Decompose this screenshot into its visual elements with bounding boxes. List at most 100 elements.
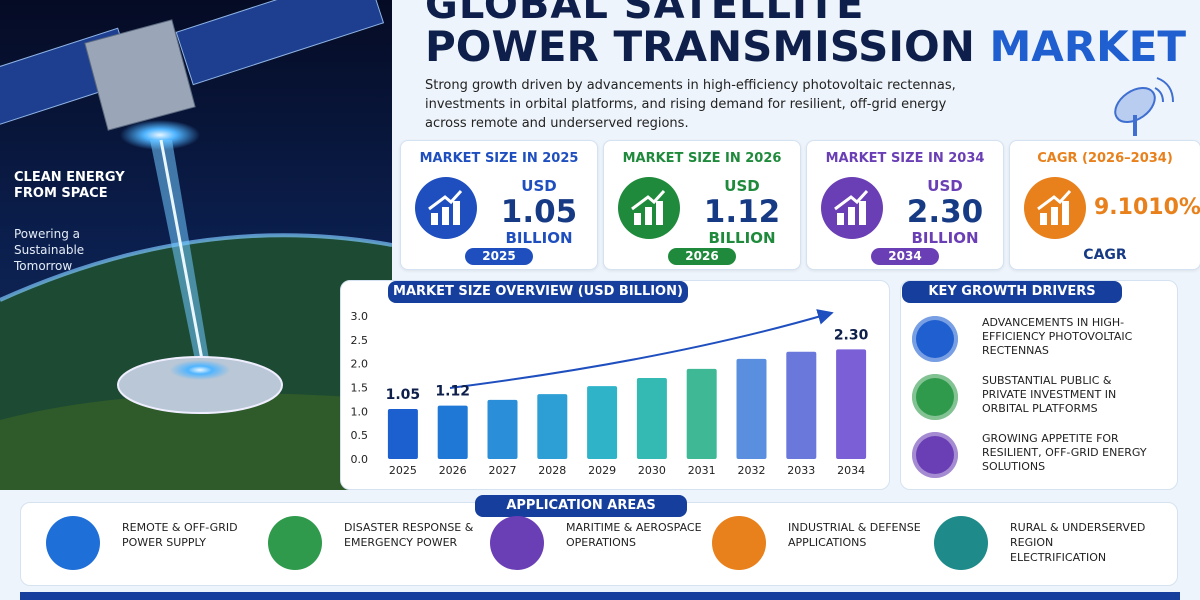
driver-text: SUBSTANTIAL PUBLIC & PRIVATE INVESTMENT … <box>982 374 1117 415</box>
x-tick-label: 2026 <box>439 464 467 477</box>
trend-arrow <box>449 309 834 389</box>
bar <box>537 394 568 459</box>
driver-item: SUBSTANTIAL PUBLIC & PRIVATE INVESTMENT … <box>912 370 1162 422</box>
card-number: USD 1.12 BILLION <box>688 177 796 247</box>
card-value: 2.30 <box>906 194 984 230</box>
card-number: USD 1.05 BILLION <box>485 177 593 247</box>
chart-title: MARKET SIZE OVERVIEW (USD BILLION) <box>388 281 688 303</box>
dish-icon <box>1114 77 1174 136</box>
y-tick-label: 1.0 <box>351 405 369 418</box>
card-unit: BILLION <box>708 229 776 247</box>
card-value: 9.1010% <box>1094 195 1200 220</box>
application-item: REMOTE & OFF-GRID POWER SUPPLY <box>46 512 261 582</box>
bar <box>387 408 418 459</box>
driver-icon <box>912 432 958 478</box>
card-unit: CAGR <box>1083 247 1127 263</box>
card-prefix: USD <box>521 177 557 195</box>
stat-card: CAGR (2026–2034) 9.1010% CAGR <box>1009 140 1200 270</box>
card-label: MARKET SIZE IN 2025 <box>419 151 579 166</box>
driver-text: ADVANCEMENTS IN HIGH-EFFICIENCY PHOTOVOL… <box>982 316 1133 357</box>
x-tick-label: 2029 <box>588 464 616 477</box>
y-tick-label: 1.5 <box>351 382 369 395</box>
card-value: 1.12 <box>703 194 781 230</box>
card-label: MARKET SIZE IN 2034 <box>825 151 985 166</box>
application-icon <box>268 516 322 570</box>
application-text: MARITIME & AEROSPACE OPERATIONS <box>566 521 702 549</box>
card-unit: BILLION <box>505 229 573 247</box>
card-icon <box>1024 177 1086 239</box>
application-text: RURAL & UNDERSERVED REGION ELECTRIFICATI… <box>1010 521 1146 564</box>
card-icon <box>618 177 680 239</box>
bar <box>487 399 518 459</box>
x-tick-label: 2030 <box>638 464 666 477</box>
application-item: INDUSTRIAL & DEFENSE APPLICATIONS <box>712 512 927 582</box>
application-item: DISASTER RESPONSE & EMERGENCY POWER <box>268 512 483 582</box>
footer-bar <box>20 592 1180 600</box>
applications-title: APPLICATION AREAS <box>475 495 687 517</box>
card-prefix: USD <box>927 177 963 195</box>
title-line2: POWER TRANSMISSION MARKET <box>425 22 1186 71</box>
card-label: MARKET SIZE IN 2026 <box>622 151 782 166</box>
growth-icon <box>834 189 869 225</box>
card-number: USD 2.30 BILLION <box>891 177 999 247</box>
bar <box>836 349 867 459</box>
x-tick-label: 2032 <box>738 464 766 477</box>
y-tick-label: 3.0 <box>351 310 369 323</box>
bar <box>786 351 817 459</box>
driver-item: GROWING APPETITE FOR RESILIENT, OFF-GRID… <box>912 428 1162 480</box>
title-line1: GLOBAL SATELLITE <box>425 0 865 28</box>
hero-tagline: Powering a Sustainable Tomorrow <box>14 227 85 273</box>
application-icon <box>46 516 100 570</box>
growth-icon <box>631 189 666 225</box>
x-tick-label: 2028 <box>538 464 566 477</box>
bar <box>437 405 468 459</box>
bar <box>736 358 767 459</box>
drivers-title: KEY GROWTH DRIVERS <box>902 281 1122 303</box>
application-icon <box>712 516 766 570</box>
stat-card: MARKET SIZE IN 2026 USD 1.12 BILLION 2026 <box>603 140 801 270</box>
driver-item: ADVANCEMENTS IN HIGH-EFFICIENCY PHOTOVOL… <box>912 312 1162 364</box>
growth-icon <box>428 189 463 225</box>
driver-text: GROWING APPETITE FOR RESILIENT, OFF-GRID… <box>982 432 1147 473</box>
application-icon <box>934 516 988 570</box>
x-tick-label: 2034 <box>837 464 865 477</box>
bar <box>686 368 717 459</box>
value-label: 1.12 <box>435 384 470 400</box>
driver-icon <box>912 316 958 362</box>
growth-icon <box>1037 189 1072 225</box>
y-tick-label: 2.0 <box>351 358 369 371</box>
bar <box>636 377 667 459</box>
card-prefix: USD <box>724 177 760 195</box>
x-tick-label: 2027 <box>489 464 517 477</box>
y-tick-label: 0.5 <box>351 429 369 442</box>
bar <box>587 386 618 459</box>
application-item: MARITIME & AEROSPACE OPERATIONS <box>490 512 705 582</box>
x-tick-label: 2031 <box>688 464 716 477</box>
card-unit: BILLION <box>911 229 979 247</box>
x-tick-label: 2033 <box>787 464 815 477</box>
card-year: 2025 <box>465 248 533 265</box>
value-label: 1.05 <box>386 387 421 403</box>
driver-icon <box>912 374 958 420</box>
card-icon <box>415 177 477 239</box>
card-year: 2034 <box>871 248 939 265</box>
x-tick-label: 2025 <box>389 464 417 477</box>
subtitle: Strong growth driven by advancements in … <box>425 78 956 131</box>
card-icon <box>821 177 883 239</box>
card-label: CAGR (2026–2034) <box>1037 151 1173 166</box>
stat-card: MARKET SIZE IN 2034 USD 2.30 BILLION 2034 <box>806 140 1004 270</box>
hero-headline: CLEAN ENERGY FROM SPACE <box>14 170 125 201</box>
application-icon <box>490 516 544 570</box>
stat-card: MARKET SIZE IN 2025 USD 1.05 BILLION 2025 <box>400 140 598 270</box>
value-label: 2.30 <box>834 327 869 343</box>
application-item: RURAL & UNDERSERVED REGION ELECTRIFICATI… <box>934 512 1149 582</box>
application-text: DISASTER RESPONSE & EMERGENCY POWER <box>344 521 474 549</box>
hero-image <box>0 0 392 490</box>
card-year: 2026 <box>668 248 736 265</box>
y-tick-label: 2.5 <box>351 334 369 347</box>
card-value: 1.05 <box>500 194 578 230</box>
chart: 0.0 0.5 1.0 1.5 2.0 2.5 3.0 2025 1.05 2026 1.12 202… <box>351 309 869 477</box>
title-highlight: MARKET <box>989 22 1187 71</box>
application-text: REMOTE & OFF-GRID POWER SUPPLY <box>122 521 238 549</box>
